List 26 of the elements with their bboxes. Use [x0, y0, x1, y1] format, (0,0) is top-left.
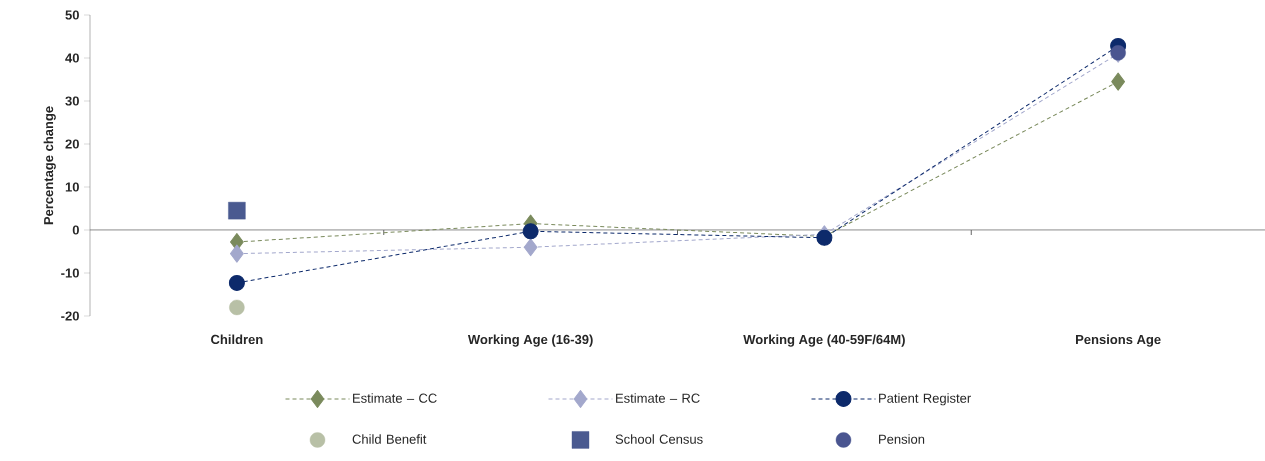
point [229, 299, 245, 316]
y-tick-label: -20 [61, 311, 79, 321]
legend-label: School Census [615, 434, 703, 444]
point [228, 274, 245, 291]
y-tick-label: 50 [65, 10, 79, 20]
point [523, 238, 538, 257]
y-tick-label: -10 [61, 268, 79, 278]
y-axis-title: Percentage change [43, 106, 56, 225]
point [522, 223, 539, 240]
legend-label: Estimate – CC [353, 393, 437, 403]
point [228, 201, 246, 220]
y-tick-label: 0 [72, 225, 79, 235]
x-tick-label: Working Age (40-59F/64M) [743, 334, 905, 347]
legend-label: Estimate – RC [616, 393, 700, 403]
y-tick-label: 10 [65, 182, 79, 192]
legend-label: Child Benefit [352, 434, 427, 444]
legend-label: Pension [879, 434, 925, 444]
legend-label: Patient Register [879, 393, 971, 406]
y-tick-label: 20 [65, 139, 79, 149]
y-tick-label: 40 [65, 53, 79, 63]
point [230, 244, 244, 263]
x-tick-label: Working Age (16-39) [467, 334, 593, 347]
y-tick-label: 30 [65, 96, 79, 106]
x-tick-label: Children [211, 334, 263, 345]
x-tick-label: Pensions Age [1076, 334, 1161, 347]
point [1111, 72, 1125, 91]
